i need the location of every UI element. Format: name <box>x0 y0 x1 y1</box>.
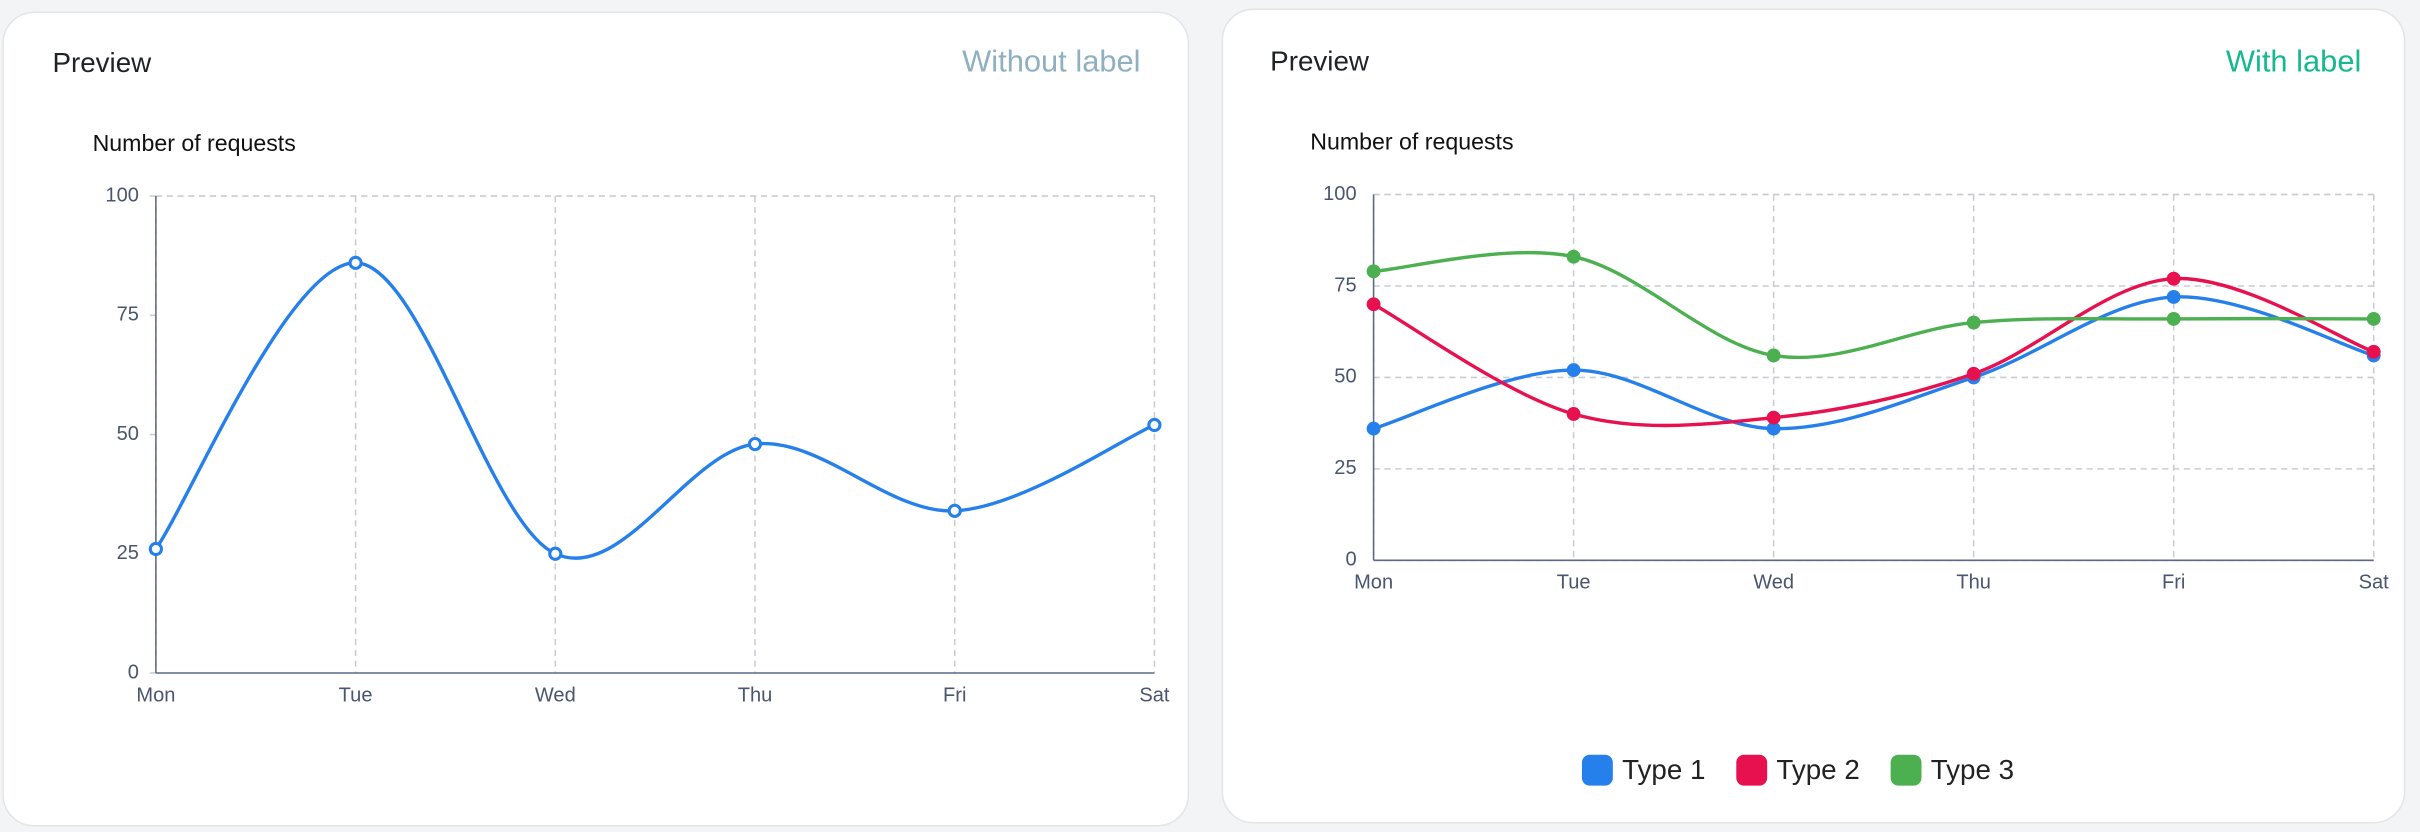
point <box>1566 249 1581 264</box>
x-tick-label: Thu <box>738 684 773 706</box>
point <box>148 541 163 557</box>
x-tick-label: Wed <box>535 684 576 706</box>
x-tick-label: Fri <box>2162 572 2185 594</box>
point <box>1766 410 1781 425</box>
panel-badge: With label <box>2226 43 2362 78</box>
legend-label: Type 3 <box>1931 754 2014 785</box>
series-line <box>1373 250 2374 360</box>
point <box>1966 366 1981 381</box>
y-tick-label: 75 <box>1334 274 1356 296</box>
series-line <box>1372 276 2375 428</box>
point <box>2166 311 2181 326</box>
x-tick-label: Sat <box>1139 684 1170 706</box>
x-tick-label: Mon <box>136 684 175 706</box>
y-tick-label: 50 <box>117 423 139 445</box>
point <box>2166 271 2181 286</box>
y-tick-label: 50 <box>1334 366 1356 388</box>
panel-badge: Without label <box>962 43 1140 78</box>
y-tick-label: 25 <box>1334 457 1356 479</box>
y-tick-label: 25 <box>117 542 139 564</box>
panel <box>2 11 1190 827</box>
series-line <box>1373 295 2375 431</box>
legend-label: Type 2 <box>1776 754 1859 785</box>
chart-title: Number of requests <box>93 130 296 156</box>
point <box>1366 421 1381 436</box>
panel <box>1221 8 2406 824</box>
x-tick-label: Fri <box>943 684 966 706</box>
x-tick-label: Tue <box>1557 572 1591 594</box>
panel-header: Preview <box>1270 46 1370 77</box>
y-tick-label: 0 <box>128 661 139 683</box>
point <box>548 546 563 561</box>
point <box>1766 348 1781 363</box>
y-tick-label: 100 <box>105 184 138 206</box>
x-tick-label: Thu <box>1956 572 1991 594</box>
panel-header: Preview <box>52 47 152 78</box>
point <box>747 436 763 452</box>
point <box>2366 311 2381 326</box>
point <box>1366 297 1381 312</box>
point <box>2366 344 2381 359</box>
point <box>1766 421 1781 436</box>
y-tick-label: 75 <box>117 304 139 326</box>
x-tick-label: Tue <box>339 684 373 706</box>
x-tick-label: Sat <box>2359 572 2390 594</box>
point <box>1966 315 1981 330</box>
legend-swatch <box>1890 754 1922 786</box>
legend-swatch <box>1736 754 1768 786</box>
legend-label: Type 1 <box>1622 754 1705 785</box>
x-tick-label: Wed <box>1753 572 1794 594</box>
legend-swatch <box>1581 754 1613 786</box>
y-tick-label: 100 <box>1323 183 1356 205</box>
point <box>947 503 962 518</box>
point <box>1366 264 1381 279</box>
point <box>1566 363 1581 378</box>
point <box>1566 407 1581 421</box>
x-tick-label: Mon <box>1354 572 1393 594</box>
point <box>1147 417 1162 433</box>
point <box>348 255 363 270</box>
chart-title: Number of requests <box>1310 129 1513 155</box>
point <box>2166 289 2181 304</box>
y-tick-label: 0 <box>1345 549 1356 571</box>
